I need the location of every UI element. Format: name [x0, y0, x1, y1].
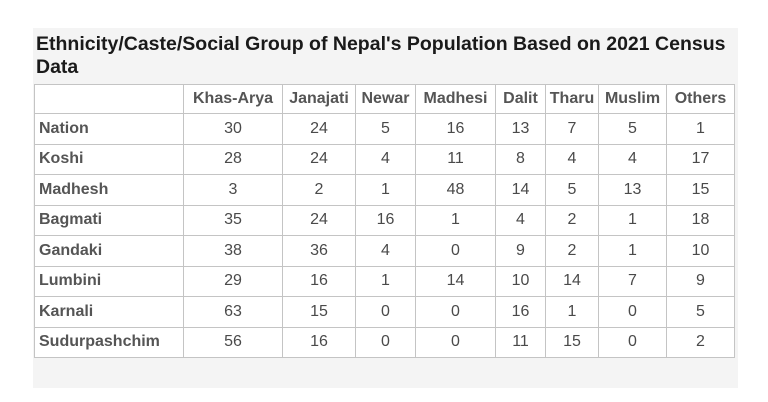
table-row: Karnali 63 15 0 0 16 1 0 5	[34, 296, 735, 328]
table-cell: 8	[495, 143, 546, 175]
column-header: Janajati	[282, 84, 356, 114]
table-cell: 2	[545, 235, 599, 267]
table-cell: 11	[495, 326, 546, 358]
column-header: Madhesi	[415, 84, 496, 114]
table-row: Lumbini 29 16 1 14 10 14 7 9	[34, 265, 735, 297]
table-cell: 14	[495, 174, 546, 206]
table-cell: 0	[598, 326, 667, 358]
table-cell: 0	[598, 296, 667, 328]
table-cell: 14	[545, 265, 599, 297]
table-cell: 16	[282, 265, 356, 297]
table-row: Sudurpashchim 56 16 0 0 11 15 0 2	[34, 326, 735, 358]
table-cell: 4	[355, 235, 416, 267]
table-cell: 13	[598, 174, 667, 206]
table-cell: 5	[666, 296, 735, 328]
corner-cell	[34, 84, 184, 114]
column-header: Dalit	[495, 84, 546, 114]
row-header: Sudurpashchim	[34, 326, 184, 358]
table-row: Nation 30 24 5 16 13 7 5 1	[34, 113, 735, 145]
table-cell: 11	[415, 143, 496, 175]
table-cell: 3	[183, 174, 283, 206]
table-cell: 24	[282, 204, 356, 236]
page-title: Ethnicity/Caste/Social Group of Nepal's …	[36, 33, 726, 78]
row-header: Madhesh	[34, 174, 184, 206]
row-header: Gandaki	[34, 235, 184, 267]
table-cell: 5	[598, 113, 667, 145]
column-header: Newar	[355, 84, 416, 114]
table-cell: 1	[545, 296, 599, 328]
table-cell: 10	[666, 235, 735, 267]
census-table: Khas-Arya Janajati Newar Madhesi Dalit T…	[34, 84, 735, 358]
table-cell: 18	[666, 204, 735, 236]
table-cell: 9	[495, 235, 546, 267]
table-cell: 63	[183, 296, 283, 328]
table-cell: 30	[183, 113, 283, 145]
table-cell: 0	[415, 326, 496, 358]
table-cell: 0	[355, 296, 416, 328]
table-cell: 1	[598, 235, 667, 267]
table-cell: 1	[598, 204, 667, 236]
table-cell: 1	[666, 113, 735, 145]
table-cell: 4	[495, 204, 546, 236]
row-header: Lumbini	[34, 265, 184, 297]
table-cell: 4	[355, 143, 416, 175]
header-row: Khas-Arya Janajati Newar Madhesi Dalit T…	[34, 84, 735, 114]
table-cell: 2	[545, 204, 599, 236]
table-cell: 2	[666, 326, 735, 358]
row-header: Koshi	[34, 143, 184, 175]
table-cell: 1	[415, 204, 496, 236]
table-cell: 56	[183, 326, 283, 358]
table-cell: 16	[355, 204, 416, 236]
table-cell: 10	[495, 265, 546, 297]
table-cell: 15	[282, 296, 356, 328]
table-cell: 13	[495, 113, 546, 145]
table-cell: 16	[495, 296, 546, 328]
column-header: Khas-Arya	[183, 84, 283, 114]
column-header: Muslim	[598, 84, 667, 114]
row-header: Bagmati	[34, 204, 184, 236]
table-cell: 15	[545, 326, 599, 358]
table-cell: 9	[666, 265, 735, 297]
table-cell: 2	[282, 174, 356, 206]
table-cell: 28	[183, 143, 283, 175]
table-cell: 48	[415, 174, 496, 206]
table-cell: 29	[183, 265, 283, 297]
table-cell: 38	[183, 235, 283, 267]
table-cell: 24	[282, 113, 356, 145]
table-cell: 0	[355, 326, 416, 358]
table-cell: 14	[415, 265, 496, 297]
table-cell: 15	[666, 174, 735, 206]
table-cell: 5	[545, 174, 599, 206]
table-cell: 5	[355, 113, 416, 145]
table-cell: 17	[666, 143, 735, 175]
table-cell: 7	[545, 113, 599, 145]
table-row: Madhesh 3 2 1 48 14 5 13 15	[34, 174, 735, 206]
column-header: Others	[666, 84, 735, 114]
table-cell: 0	[415, 235, 496, 267]
table-cell: 4	[545, 143, 599, 175]
table-cell: 1	[355, 174, 416, 206]
table-cell: 0	[415, 296, 496, 328]
table-row: Bagmati 35 24 16 1 4 2 1 18	[34, 204, 735, 236]
table-cell: 24	[282, 143, 356, 175]
table-cell: 1	[355, 265, 416, 297]
table-row: Koshi 28 24 4 11 8 4 4 17	[34, 143, 735, 175]
table-cell: 16	[415, 113, 496, 145]
row-header: Karnali	[34, 296, 184, 328]
table-cell: 7	[598, 265, 667, 297]
table-row: Gandaki 38 36 4 0 9 2 1 10	[34, 235, 735, 267]
table-cell: 35	[183, 204, 283, 236]
table-cell: 16	[282, 326, 356, 358]
column-header: Tharu	[545, 84, 599, 114]
row-header: Nation	[34, 113, 184, 145]
table-cell: 4	[598, 143, 667, 175]
table-cell: 36	[282, 235, 356, 267]
